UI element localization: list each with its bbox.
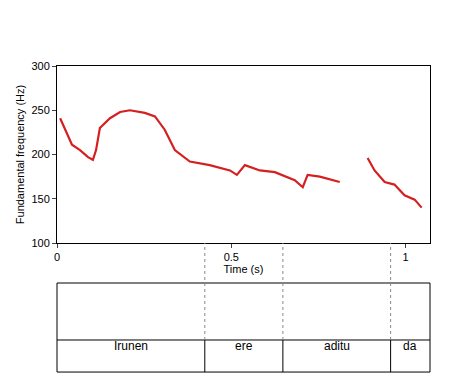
svg-text:aditu: aditu xyxy=(324,339,350,353)
svg-text:0: 0 xyxy=(54,251,60,263)
svg-text:300: 300 xyxy=(31,60,49,72)
svg-text:da: da xyxy=(403,339,417,353)
svg-text:Irunen: Irunen xyxy=(114,339,148,353)
svg-text:150: 150 xyxy=(31,193,49,205)
svg-text:Fundamental frequency (Hz): Fundamental frequency (Hz) xyxy=(14,85,26,224)
svg-text:250: 250 xyxy=(31,104,49,116)
svg-text:0.5: 0.5 xyxy=(224,251,239,263)
svg-text:Time (s): Time (s) xyxy=(224,263,264,275)
svg-text:ere: ere xyxy=(235,339,253,353)
svg-text:1: 1 xyxy=(403,251,409,263)
svg-text:100: 100 xyxy=(31,237,49,249)
svg-text:200: 200 xyxy=(31,148,49,160)
